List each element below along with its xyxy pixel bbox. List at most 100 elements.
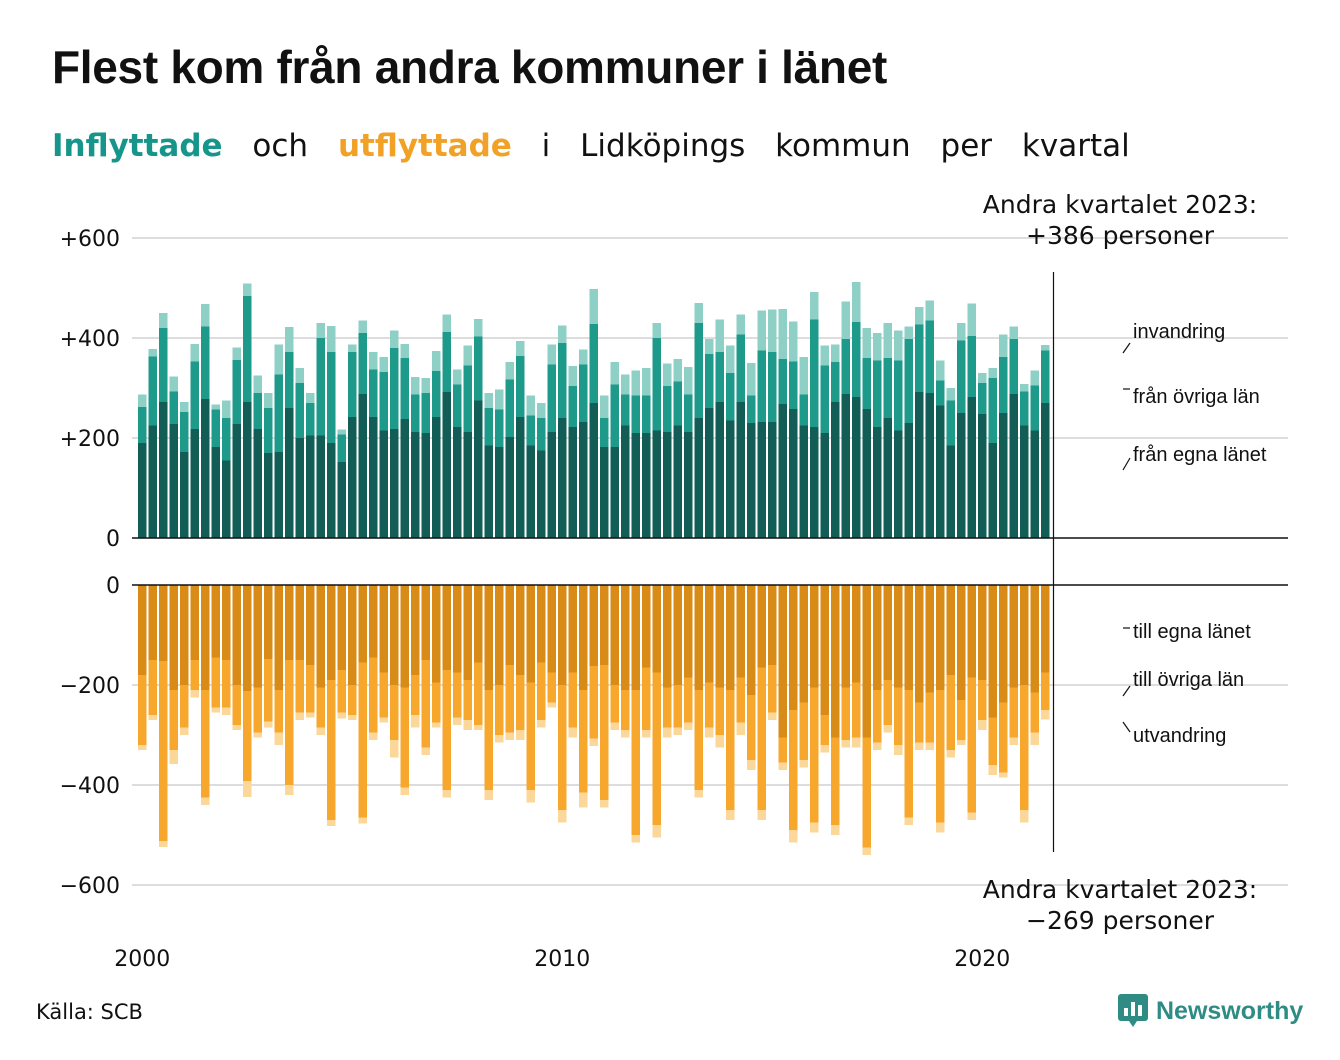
bar-out-other-county bbox=[411, 675, 420, 715]
bar-in-immigration bbox=[873, 333, 882, 361]
bar-in-own-county bbox=[337, 462, 346, 538]
bar-out-other-county bbox=[946, 675, 955, 750]
bar-out-emigration bbox=[274, 732, 283, 745]
bar-in-other-county bbox=[579, 364, 588, 422]
bar-in-other-county bbox=[537, 418, 546, 451]
bar-out-other-county bbox=[432, 682, 441, 723]
chart-title: Flest kom från andra kommuner i länet bbox=[52, 41, 888, 93]
subtitle-word: kommun bbox=[775, 128, 911, 164]
bar-out-other-county bbox=[621, 690, 630, 730]
bar-in-own-county bbox=[810, 427, 819, 538]
bar-out-emigration bbox=[400, 787, 409, 795]
bar-out-own-county bbox=[526, 585, 535, 683]
bar-in-other-county bbox=[400, 358, 409, 419]
bar-in-other-county bbox=[274, 374, 283, 452]
bar-in-own-county bbox=[169, 424, 178, 538]
bar-out-emigration bbox=[967, 812, 976, 820]
bar-in-immigration bbox=[841, 301, 850, 339]
bar-out-own-county bbox=[190, 585, 199, 660]
bar-out-other-county bbox=[442, 670, 451, 790]
bar-in-immigration bbox=[883, 323, 892, 358]
bar-out-own-county bbox=[547, 585, 556, 673]
bar-out-own-county bbox=[778, 585, 787, 738]
bar-in-other-county bbox=[673, 381, 682, 426]
bar-in-immigration bbox=[1041, 345, 1050, 351]
bar-out-other-county bbox=[936, 690, 945, 823]
newsworthy-brand[interactable]: Newsworthy bbox=[1118, 994, 1303, 1028]
label-layer: Andra kvartalet 2023:+386 personerAndra … bbox=[983, 190, 1267, 935]
bar-out-own-county bbox=[558, 585, 567, 685]
bar-out-other-county bbox=[148, 660, 157, 715]
bar-in-immigration bbox=[138, 394, 147, 407]
bar-out-emigration bbox=[1041, 710, 1050, 720]
bar-in-other-county bbox=[820, 365, 829, 433]
bar-out-own-county bbox=[904, 585, 913, 690]
bar-out-other-county bbox=[768, 665, 777, 713]
bar-out-own-county bbox=[852, 585, 861, 683]
bar-in-immigration bbox=[579, 349, 588, 365]
bar-in-other-county bbox=[295, 383, 304, 438]
bar-out-own-county bbox=[327, 585, 336, 680]
bar-in-own-county bbox=[568, 427, 577, 538]
bar-out-other-county bbox=[1030, 692, 1039, 733]
bar-in-other-county bbox=[789, 361, 798, 409]
bar-out-own-county bbox=[264, 585, 273, 659]
series-label: till egna länet bbox=[1133, 621, 1251, 643]
bar-out-emigration bbox=[369, 732, 378, 740]
bar-in-immigration bbox=[295, 368, 304, 383]
bar-in-immigration bbox=[999, 334, 1008, 357]
bar-in-other-county bbox=[558, 343, 567, 418]
bar-in-other-county bbox=[516, 356, 525, 417]
bar-out-emigration bbox=[610, 722, 619, 730]
bar-out-own-county bbox=[652, 585, 661, 673]
bar-out-other-county bbox=[348, 685, 357, 715]
bar-in-own-county bbox=[747, 423, 756, 538]
bar-out-other-county bbox=[684, 677, 693, 723]
bar-in-own-county bbox=[642, 433, 651, 538]
bar-in-own-county bbox=[715, 402, 724, 538]
bar-in-immigration bbox=[789, 321, 798, 362]
subtitle-utflyttade: utflyttade bbox=[337, 128, 512, 164]
bar-in-other-county bbox=[358, 333, 367, 394]
series-label: från övriga län bbox=[1133, 386, 1260, 408]
bar-in-other-county bbox=[873, 360, 882, 427]
bar-out-own-county bbox=[1041, 585, 1050, 673]
bar-out-emigration bbox=[159, 841, 168, 847]
bar-in-immigration bbox=[652, 323, 661, 338]
bar-in-other-county bbox=[883, 358, 892, 418]
series-label: till övriga län bbox=[1133, 669, 1244, 691]
bar-out-emigration bbox=[600, 800, 609, 808]
bar-out-emigration bbox=[463, 720, 472, 730]
x-tick-label: 2020 bbox=[954, 947, 1010, 972]
bar-out-own-county bbox=[967, 585, 976, 678]
bar-in-immigration bbox=[369, 352, 378, 370]
bar-in-other-county bbox=[222, 418, 231, 461]
bar-out-emigration bbox=[348, 715, 357, 720]
bar-in-immigration bbox=[568, 366, 577, 386]
bar-in-immigration bbox=[201, 304, 210, 327]
bar-out-own-county bbox=[442, 585, 451, 670]
bar-out-other-county bbox=[673, 685, 682, 728]
bar-in-own-county bbox=[726, 420, 735, 538]
bar-in-other-county bbox=[547, 364, 556, 432]
bar-out-emigration bbox=[148, 715, 157, 720]
bar-out-emigration bbox=[621, 730, 630, 738]
bar-in-immigration bbox=[747, 363, 756, 396]
bar-out-other-county bbox=[243, 691, 252, 781]
bar-in-immigration bbox=[358, 320, 367, 333]
bar-in-own-county bbox=[1030, 430, 1039, 538]
bar-out-emigration bbox=[264, 721, 273, 728]
bar-out-own-county bbox=[789, 585, 798, 710]
bar-out-own-county bbox=[453, 585, 462, 673]
bar-in-immigration bbox=[631, 370, 640, 396]
bar-in-other-county bbox=[652, 338, 661, 431]
bar-out-other-county bbox=[600, 665, 609, 800]
series-label-leader bbox=[1122, 457, 1131, 471]
bar-in-other-county bbox=[463, 365, 472, 432]
bar-in-other-county bbox=[327, 352, 336, 443]
bar-out-emigration bbox=[768, 712, 777, 720]
bar-out-emigration bbox=[726, 810, 735, 820]
bar-out-emigration bbox=[568, 727, 577, 738]
annotation-top-line2: +386 personer bbox=[1026, 221, 1215, 250]
bar-out-own-county bbox=[505, 585, 514, 665]
